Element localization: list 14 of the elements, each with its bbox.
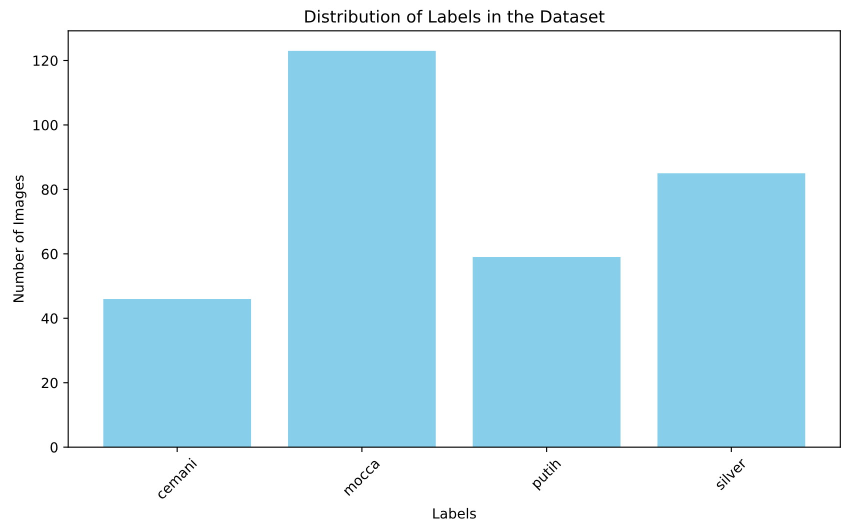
y-tick-label: 60: [42, 248, 58, 260]
chart-title: Distribution of Labels in the Dataset: [305, 10, 604, 23]
bar: [103, 298, 252, 448]
y-tick-label: 100: [33, 120, 58, 130]
y-axis-title: Number of Images: [12, 175, 26, 302]
y-tick-label: 20: [42, 378, 58, 388]
bar: [472, 257, 621, 448]
y-tick-label: 40: [41, 313, 58, 324]
bar: [657, 173, 806, 448]
y-tick-label: 120: [33, 55, 58, 66]
bar: [288, 50, 436, 448]
y-tick-label: 0: [50, 442, 58, 453]
x-axis-title: Labels: [433, 508, 476, 519]
y-tick-label: 80: [42, 184, 58, 195]
